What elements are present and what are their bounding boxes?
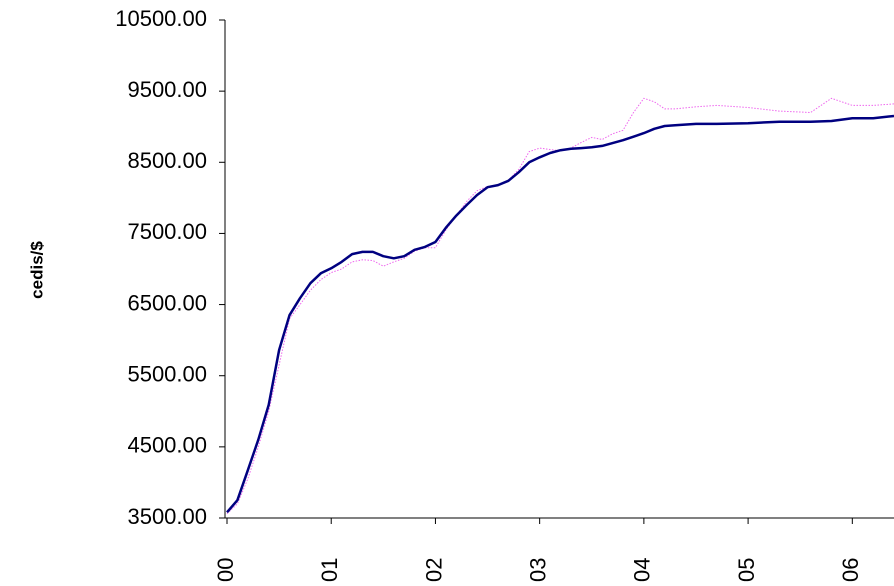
y-tick-label: 4500.00 xyxy=(127,433,207,458)
y-tick-label: 8500.00 xyxy=(127,148,207,173)
y-tick-label: 9500.00 xyxy=(127,77,207,102)
x-tick-label: 00 xyxy=(213,558,238,582)
series-line xyxy=(226,97,894,515)
y-tick-label: 3500.00 xyxy=(127,504,207,529)
series-line xyxy=(226,114,894,514)
y-tick-label: 6500.00 xyxy=(127,290,207,315)
x-tick-label: 04 xyxy=(630,558,655,582)
y-tick-label: 10500.00 xyxy=(115,6,207,31)
x-tick-label: 05 xyxy=(734,558,759,582)
x-tick-label: 03 xyxy=(525,558,550,582)
x-tick-label: 01 xyxy=(317,558,342,582)
y-axis-label: cedis/$ xyxy=(27,241,46,299)
x-tick-label: 02 xyxy=(421,558,446,582)
y-tick-label: 5500.00 xyxy=(127,362,207,387)
y-tick-label: 7500.00 xyxy=(127,219,207,244)
x-tick-label: 06 xyxy=(838,558,863,582)
